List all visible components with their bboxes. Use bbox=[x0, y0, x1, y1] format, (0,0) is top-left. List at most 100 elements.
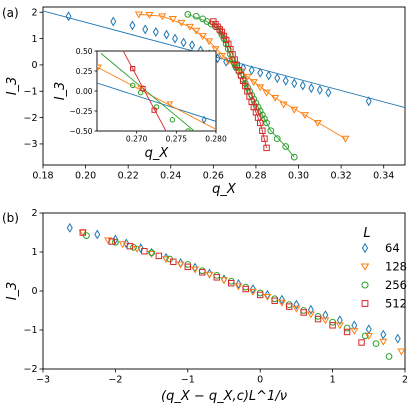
panel-b-point-L512 bbox=[170, 258, 177, 265]
panel-b-point-L512 bbox=[285, 303, 293, 310]
panel-b-y-tick-label: 1 bbox=[31, 247, 37, 258]
panel-a-point-L128 bbox=[313, 119, 322, 127]
panel-b-point-L256 bbox=[300, 307, 308, 314]
panel-a-point-L64 bbox=[291, 78, 298, 89]
panel-b-point-L512 bbox=[184, 263, 192, 271]
panel-a-inset-chart: 0.270 0.275 0.280 0.50 0.25 0.00 −0.25 −0.50 q_X… bbox=[53, 47, 227, 161]
inset-x-tick-label: 0.280 bbox=[205, 135, 227, 144]
panel-a-point-L512 bbox=[261, 135, 268, 142]
panel-b-point-L64 bbox=[322, 310, 329, 321]
panel-b-x-tick-label: −3 bbox=[36, 375, 50, 386]
panel-a-point-L64 bbox=[308, 83, 315, 94]
panel-a-point-L256 bbox=[273, 135, 281, 143]
panel-b-point-L64 bbox=[394, 333, 401, 344]
inset-point-L512 bbox=[130, 65, 136, 72]
panel-a-point-L128 bbox=[145, 12, 154, 19]
panel-a-point-L64 bbox=[282, 75, 289, 86]
panel-b-point-L128 bbox=[205, 271, 214, 279]
panel-a-x-tick-label: 0.20 bbox=[75, 171, 96, 182]
panel-b-point-L512 bbox=[228, 279, 235, 287]
panel-b-point-L256 bbox=[361, 332, 369, 340]
panel-a-point-L64 bbox=[240, 63, 247, 74]
panel-a-point-L128 bbox=[185, 23, 195, 31]
panel-b-point-L64 bbox=[66, 222, 73, 233]
panel-a-y-tick-label: 0 bbox=[31, 60, 37, 71]
panel-a-point-L256 bbox=[282, 143, 290, 150]
panel-b-point-L256 bbox=[242, 283, 250, 291]
panel-a-point-L128 bbox=[198, 33, 207, 40]
panel-b-label: (b) bbox=[2, 211, 19, 225]
panel-b-point-L128 bbox=[321, 317, 330, 325]
panel-b-point-L128 bbox=[277, 299, 286, 307]
panel-a-point-L256 bbox=[263, 119, 270, 127]
inset-background bbox=[97, 51, 216, 131]
panel-b-point-L256 bbox=[271, 295, 279, 303]
panel-b-point-L128 bbox=[234, 283, 243, 291]
panel-a-point-L64 bbox=[223, 56, 230, 67]
panel-b-point-L512 bbox=[199, 269, 206, 276]
panel-a-x-tick-label: 0.30 bbox=[288, 171, 309, 182]
panel-b-point-L128 bbox=[306, 311, 315, 319]
legend-marker-L128 bbox=[360, 263, 370, 271]
panel-b-point-L512 bbox=[256, 291, 264, 299]
panel-b-point-L256 bbox=[198, 267, 206, 275]
panel-b-y-tick-label: 0 bbox=[31, 286, 37, 297]
panel-b-x-tick-label: 2 bbox=[402, 375, 408, 386]
panel-b-point-L64 bbox=[249, 284, 256, 295]
panel-a-point-L64 bbox=[110, 16, 117, 27]
inset-point-L256 bbox=[169, 117, 176, 123]
panel-a-point-L128 bbox=[290, 106, 299, 114]
panel-a-x-tick-label: 0.26 bbox=[203, 171, 224, 182]
panel-a-point-L64 bbox=[142, 24, 149, 35]
panel-b-point-L128 bbox=[104, 237, 113, 245]
panel-a-x-tick-label: 0.32 bbox=[331, 171, 352, 182]
panel-b-x-axis-label: (q_X − q_X,c)L^1/ν bbox=[161, 389, 287, 404]
inset-point-L256 bbox=[129, 82, 136, 89]
panel-b-point-L256 bbox=[343, 324, 351, 332]
panel-b-point-L512 bbox=[155, 252, 163, 260]
panel-a-point-L512 bbox=[259, 127, 266, 134]
panel-b-point-L512 bbox=[300, 309, 307, 316]
panel-a-x-tick-label: 0.34 bbox=[373, 171, 394, 182]
inset-point-L128 bbox=[137, 85, 145, 92]
panel-b-point-L128 bbox=[162, 256, 171, 264]
panel-b-y-tick-label: −2 bbox=[23, 364, 37, 375]
panel-b-point-L128 bbox=[379, 338, 388, 346]
panel-b-point-L64 bbox=[112, 234, 119, 245]
panel-a-point-L256 bbox=[256, 107, 264, 115]
panel-a-point-L128 bbox=[243, 73, 252, 81]
legend-marker-L512 bbox=[361, 300, 369, 307]
panel-a-point-L128 bbox=[300, 112, 309, 119]
panel-b-point-L512 bbox=[213, 274, 220, 281]
panel-a-point-L256 bbox=[267, 127, 275, 135]
panel-a-point-L64 bbox=[299, 80, 306, 91]
panel-b-point-L512 bbox=[79, 229, 87, 236]
panel-a-point-L512 bbox=[220, 32, 228, 40]
panel-b-point-L128 bbox=[219, 277, 229, 285]
panel-b-point-L128 bbox=[335, 322, 344, 330]
panel-a-point-L128 bbox=[271, 94, 280, 102]
panel-a-point-L128 bbox=[168, 15, 177, 23]
panel-b-point-L256 bbox=[148, 249, 155, 257]
panel-a-point-L256 bbox=[248, 91, 256, 99]
panel-a-point-L128 bbox=[158, 13, 167, 21]
panel-a-point-L128 bbox=[211, 46, 220, 54]
inset-x-axis-label: q_X bbox=[145, 146, 170, 161]
panel-a-y-axis-label: I_3 bbox=[5, 77, 20, 96]
legend-marker-L256 bbox=[361, 281, 369, 289]
panel-b-point-L64 bbox=[365, 324, 372, 335]
panel-a-point-L64 bbox=[172, 33, 179, 44]
panel-a-point-L256 bbox=[192, 12, 200, 20]
inset-y-tick-label: 0.00 bbox=[76, 87, 93, 96]
panel-a-point-L128 bbox=[341, 135, 350, 143]
legend-entry-L512: 512 bbox=[385, 297, 407, 311]
inset-y-tick-label: 0.25 bbox=[76, 67, 93, 76]
inset-y-tick-label: −0.50 bbox=[70, 127, 93, 136]
panel-a-x-tick-label: 0.22 bbox=[118, 171, 139, 182]
panel-a-point-L128 bbox=[134, 11, 143, 19]
panel-a-point-L256 bbox=[184, 10, 192, 18]
inset-point-L512 bbox=[140, 85, 146, 92]
panel-b-point-L64 bbox=[94, 229, 101, 240]
